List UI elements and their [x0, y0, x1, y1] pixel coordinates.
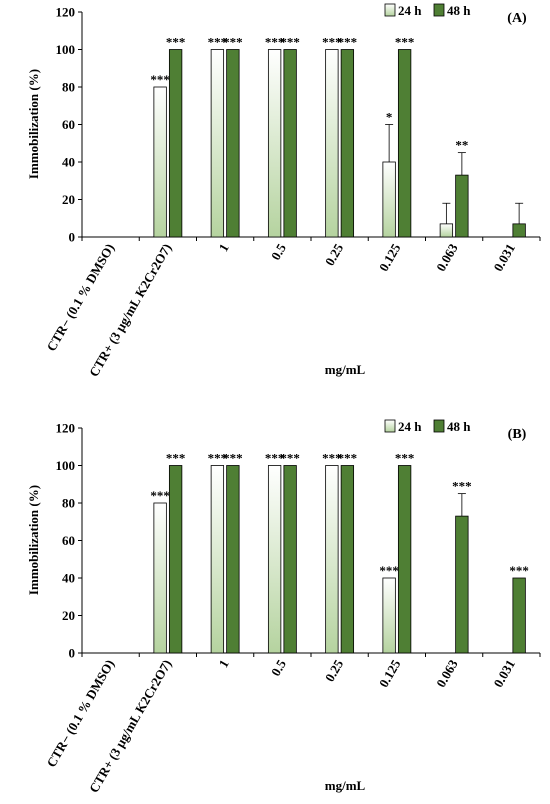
y-axis-title: Immobilization (%) — [26, 69, 41, 179]
bar-24h-3 — [210, 49, 225, 238]
significance-label: *** — [395, 35, 415, 50]
y-tick-label: 20 — [62, 608, 75, 623]
significance-label: *** — [395, 451, 415, 466]
y-tick-label: 100 — [56, 458, 76, 473]
legend-label-48h: 48 h — [447, 3, 471, 18]
bar-48h-5 — [340, 465, 355, 654]
y-axis-title: Immobilization (%) — [26, 485, 41, 595]
x-axis-title: mg/mL — [325, 362, 366, 377]
y-tick-label: 60 — [62, 533, 75, 548]
bar-48h-7 — [455, 515, 469, 654]
bar-48h-8 — [512, 577, 526, 654]
significance-label: *** — [379, 563, 399, 578]
significance-label: *** — [280, 451, 300, 466]
bar-24h-3 — [210, 465, 225, 654]
legend-swatch-48h — [433, 419, 445, 433]
legend-swatch-24h — [384, 3, 396, 17]
x-axis-title: mg/mL — [325, 778, 366, 793]
significance-label: *** — [452, 479, 472, 494]
bar-48h-3 — [226, 465, 240, 654]
bar-24h-4 — [267, 465, 282, 654]
y-tick-label: 120 — [56, 421, 76, 436]
bar-24h-6 — [382, 161, 396, 238]
significance-label: *** — [265, 451, 285, 466]
x-tick-label: 0.125 — [376, 241, 404, 274]
significance-label: *** — [150, 488, 170, 503]
x-tick-label: 0.125 — [376, 657, 404, 690]
bar-48h-5 — [340, 49, 355, 238]
bar-24h-2 — [153, 86, 167, 238]
bar-48h-2 — [168, 465, 183, 654]
x-tick-label: 0.031 — [490, 241, 518, 274]
significance-label: *** — [150, 72, 170, 87]
bar-24h-5 — [325, 465, 339, 654]
bar-48h-7 — [455, 174, 469, 238]
significance-label: *** — [208, 35, 228, 50]
y-tick-label: 20 — [62, 192, 75, 207]
y-tick-label: 40 — [62, 571, 75, 586]
bar-48h-6 — [397, 465, 412, 654]
y-tick-label: 120 — [56, 5, 76, 20]
significance-label: *** — [322, 451, 342, 466]
legend-swatch-24h — [384, 419, 396, 433]
significance-label: *** — [166, 35, 186, 50]
bar-48h-4 — [283, 49, 297, 238]
bar-48h-6 — [397, 49, 412, 238]
y-tick-label: 100 — [56, 42, 76, 57]
chart-panel-a: Immobilization (%) mg/mL (A) 24 h 48 h 0… — [26, 3, 541, 379]
y-tick-label: 80 — [62, 80, 75, 95]
significance-label: *** — [338, 451, 358, 466]
y-tick-label: 60 — [62, 117, 75, 132]
significance-label: *** — [166, 451, 186, 466]
x-tick-label: 0.063 — [433, 241, 461, 274]
panel-label: (B) — [508, 427, 527, 442]
bar-48h-2 — [168, 49, 183, 238]
panel-label: (A) — [507, 11, 527, 26]
y-tick-label: 40 — [62, 155, 75, 170]
significance-label: ** — [455, 138, 468, 153]
chart-panel-b: Immobilization (%) mg/mL (B) 24 h 48 h 0… — [26, 419, 541, 795]
y-tick-label: 0 — [69, 230, 76, 245]
x-tick-label: 1 — [215, 657, 231, 670]
y-tick-label: 80 — [62, 496, 75, 511]
legend-swatch-48h — [433, 3, 445, 17]
bar-24h-2 — [153, 502, 167, 654]
significance-label: *** — [280, 35, 300, 50]
x-tick-label: 0.25 — [322, 657, 347, 685]
significance-label: *** — [509, 563, 529, 578]
bar-48h-4 — [283, 465, 297, 654]
x-tick-label: 0.5 — [268, 241, 289, 263]
x-tick-label: 0.063 — [433, 657, 461, 690]
bar-48h-8 — [512, 223, 526, 238]
x-tick-label: 0.5 — [268, 657, 289, 679]
legend: 24 h 48 h — [384, 419, 471, 434]
bar-24h-6 — [382, 577, 396, 654]
significance-label: * — [386, 110, 393, 125]
x-tick-label: 0.25 — [322, 241, 347, 269]
x-tick-label: 0.031 — [490, 657, 518, 690]
y-tick-label: 0 — [69, 646, 76, 661]
significance-label: *** — [322, 35, 342, 50]
significance-label: *** — [265, 35, 285, 50]
legend: 24 h 48 h — [384, 3, 471, 18]
x-tick-label: 1 — [215, 241, 231, 254]
legend-label-24h: 24 h — [398, 3, 422, 18]
bar-24h-5 — [325, 49, 339, 238]
significance-label: *** — [338, 35, 358, 50]
significance-label: *** — [223, 35, 243, 50]
bar-48h-3 — [226, 49, 240, 238]
significance-label: *** — [223, 451, 243, 466]
legend-label-24h: 24 h — [398, 419, 422, 434]
legend-label-48h: 48 h — [447, 419, 471, 434]
significance-label: *** — [208, 451, 228, 466]
bar-24h-7 — [439, 223, 454, 238]
bar-24h-4 — [267, 49, 282, 238]
